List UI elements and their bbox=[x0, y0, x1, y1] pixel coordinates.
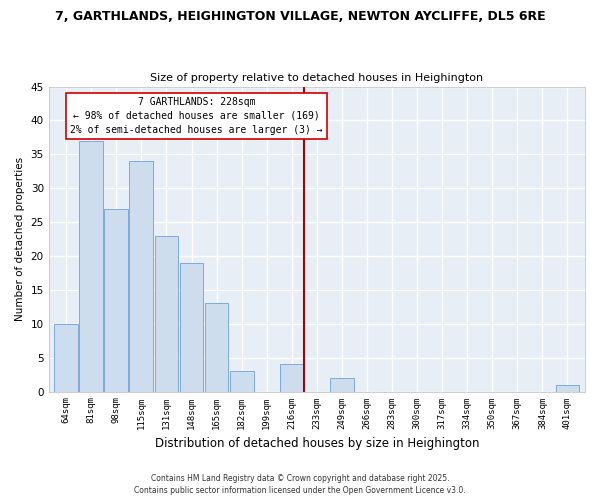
Bar bbox=[280, 364, 304, 392]
Bar bbox=[330, 378, 354, 392]
Title: Size of property relative to detached houses in Heighington: Size of property relative to detached ho… bbox=[150, 73, 484, 83]
Bar bbox=[79, 141, 103, 392]
Bar bbox=[205, 304, 229, 392]
Bar bbox=[179, 263, 203, 392]
Bar bbox=[155, 236, 178, 392]
X-axis label: Distribution of detached houses by size in Heighington: Distribution of detached houses by size … bbox=[155, 437, 479, 450]
Text: 7, GARTHLANDS, HEIGHINGTON VILLAGE, NEWTON AYCLIFFE, DL5 6RE: 7, GARTHLANDS, HEIGHINGTON VILLAGE, NEWT… bbox=[55, 10, 545, 23]
Bar bbox=[104, 208, 128, 392]
Text: 7 GARTHLANDS: 228sqm
← 98% of detached houses are smaller (169)
2% of semi-detac: 7 GARTHLANDS: 228sqm ← 98% of detached h… bbox=[70, 96, 323, 134]
Bar bbox=[556, 385, 580, 392]
Bar bbox=[230, 371, 254, 392]
Bar bbox=[55, 324, 78, 392]
Bar bbox=[130, 161, 154, 392]
Y-axis label: Number of detached properties: Number of detached properties bbox=[15, 157, 25, 321]
Text: Contains HM Land Registry data © Crown copyright and database right 2025.
Contai: Contains HM Land Registry data © Crown c… bbox=[134, 474, 466, 495]
